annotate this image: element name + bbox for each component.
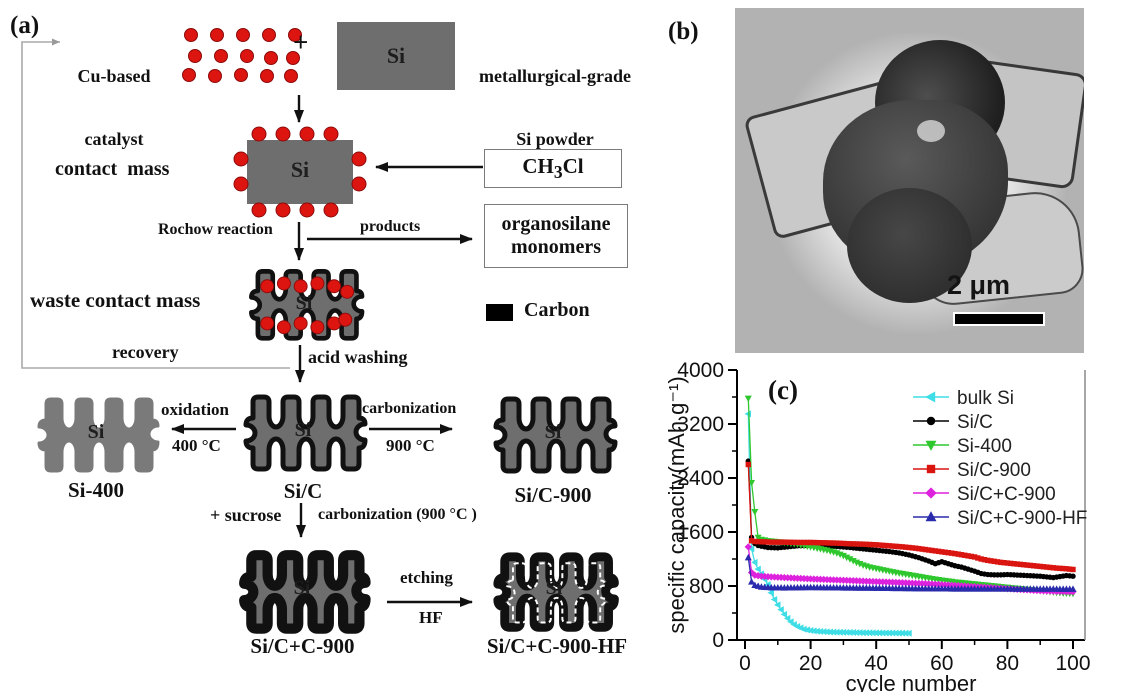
svg-text:bulk Si: bulk Si [957,388,1014,409]
si-in-sic900: Si [544,421,562,443]
svg-text:80: 80 [996,652,1019,675]
svg-text:3200: 3200 [677,413,724,436]
si-in-sicc900hf: Si [545,577,563,599]
carbon-legend-label: Carbon [524,299,590,321]
tem-bright-spot [917,120,945,142]
sic-label: Si/C [283,479,323,503]
tem-image: 2 μm [735,8,1084,353]
tem-particle-sphere-lower [847,188,972,303]
carbonization-label: carbonization [362,400,457,417]
acid-washing-label: acid washing [308,347,408,367]
ch3cl-box: CH3Cl [484,149,622,188]
svg-text:20: 20 [799,652,822,675]
svg-text:Si/C+C-900: Si/C+C-900 [957,484,1056,505]
etching-label: etching [400,568,453,587]
svg-text:4000: 4000 [677,359,724,382]
waste-contact-mass-label: waste contact mass [30,288,201,312]
carbonization-temp-label: 900 °C [386,436,435,455]
plus-sucrose-label: + sucrose [210,505,282,525]
si-in-contact-mass: Si [290,157,310,182]
si-powder-rect: Si [337,22,455,90]
si-in-waste: Si [295,292,313,314]
svg-text:Si-400: Si-400 [957,436,1012,457]
capacity-chart-svg: 0 800 1600 2400 3200 4000 0 20 40 60 80 100 cycle nu… [664,359,1091,692]
scale-bar-label: 2 μm [947,270,1011,300]
products-label: products [360,218,421,235]
flow-arrows [171,95,483,607]
svg-text:specific capacity(mAh g⁻¹): specific capacity(mAh g⁻¹) [664,376,689,633]
svg-text:Si/C+C-900-HF: Si/C+C-900-HF [957,508,1087,529]
sic900-label: Si/C-900 [514,483,592,507]
si400-label: Si-400 [67,478,124,502]
oxidation-temp-label: 400 °C [172,436,221,455]
svg-text:Si/C-900: Si/C-900 [957,460,1031,481]
catalyst-dots [182,28,302,83]
svg-text:60: 60 [930,652,953,675]
recovery-label: recovery [112,342,179,362]
rochow-reaction-label: Rochow reaction [158,221,273,238]
svg-text:800: 800 [689,575,724,598]
oxidation-label: oxidation [161,400,230,419]
si-in-sicc900: Si [293,577,311,599]
svg-text:cycle number: cycle number [846,671,977,692]
si-in-si400: Si [87,421,105,443]
capacity-chart: 0 800 1600 2400 3200 4000 0 20 40 60 80 100 cycle nu… [660,357,1122,692]
panel-b-label: (b) [668,18,699,45]
svg-text:40: 40 [865,652,888,675]
metallurgical-label: metallurgical-grade Si powder [479,66,631,149]
process-diagram-graphics [21,28,660,692]
cu-catalyst-label: Cu-based catalyst [77,66,151,149]
svg-text:1600: 1600 [677,521,724,544]
carbonization2-label: carbonization (900 °C ) [318,506,477,523]
waste-contact-mass-shape [251,271,362,338]
plus-sign: + [293,27,309,57]
contact-mass-label: contact mass [55,158,170,180]
carbon-swatch [486,304,513,321]
recovery-loop-line [21,38,290,369]
svg-text:0: 0 [712,629,724,652]
svg-text:100: 100 [1055,652,1090,675]
scale-bar [953,312,1045,326]
sicc900-label: Si/C+C-900 [250,634,355,658]
svg-text:Si/C: Si/C [957,412,993,433]
hf-label: HF [419,608,443,627]
panel-a-label: (a) [10,12,40,39]
contact-mass-dots [233,126,367,218]
svg-text:2400: 2400 [677,467,724,490]
organosilane-box: organosilane monomers [484,204,628,268]
contact-mass-shape [247,140,353,204]
sicc900hf-label: Si/C+C-900-HF [486,634,628,658]
si-powder-label: Si [386,43,406,68]
si-in-sic: Si [294,419,312,441]
panel-c-label: (c) [768,375,798,405]
svg-text:0: 0 [739,652,751,675]
